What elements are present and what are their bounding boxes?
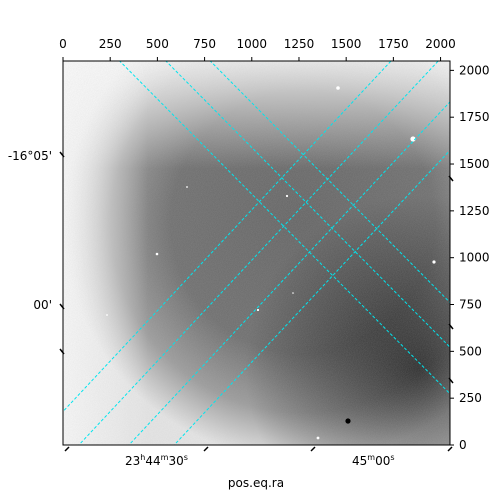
dec-tick	[59, 348, 65, 355]
top-tick-label: 1500	[331, 37, 362, 51]
ra-tick	[203, 446, 209, 452]
star	[292, 292, 294, 294]
top-tick-label: 250	[99, 37, 122, 51]
star	[106, 314, 108, 316]
star	[410, 136, 416, 142]
top-pixel-axis: 0 250 500 750 1000 1250 1500 1750 2000	[59, 37, 456, 61]
dec-tick	[59, 303, 65, 310]
dec-tick	[59, 151, 65, 158]
star	[336, 86, 340, 90]
star	[186, 186, 188, 188]
right-tick-label: 1500	[459, 157, 490, 171]
top-tick-label: 1750	[378, 37, 409, 51]
x-axis-label: pos.eq.ra	[228, 476, 284, 490]
star	[432, 260, 436, 264]
right-tick-label: 250	[459, 391, 482, 405]
plot-frame	[62, 60, 451, 446]
dec-label-1: -16°05'	[8, 149, 52, 163]
grid-line-ra	[128, 101, 450, 445]
top-tick-label: 0	[59, 37, 67, 51]
ra-tick	[310, 446, 316, 452]
top-tick-label: 1000	[237, 37, 268, 51]
right-tick-label: 2000	[459, 63, 490, 77]
right-pixel-axis: 0 250 500 750 1000 1250 1500 1750 2000	[450, 63, 490, 452]
right-tick-label: 1750	[459, 110, 490, 124]
grid-line-ra	[63, 61, 392, 413]
grid-line-ra	[78, 61, 439, 445]
grid-line-ra	[173, 149, 450, 445]
dec-label-2: 00'	[33, 298, 52, 312]
star	[256, 308, 260, 312]
ra-ticks	[64, 446, 453, 452]
right-tick-label: 1000	[459, 251, 490, 265]
dec-tick	[448, 175, 454, 182]
ra-tick	[447, 446, 453, 452]
star	[285, 194, 289, 198]
top-tick-label: 2000	[425, 37, 456, 51]
ra-label-1: 23h44m30s	[125, 453, 188, 468]
right-tick-label: 500	[459, 344, 482, 358]
stars	[106, 86, 436, 440]
ra-label-2: 45m00s	[352, 453, 395, 468]
star	[316, 436, 320, 440]
right-tick-label: 750	[459, 298, 482, 312]
dec-tick	[448, 377, 454, 384]
top-tick-label: 500	[146, 37, 169, 51]
dark-spot	[345, 418, 351, 424]
ra-tick	[64, 446, 70, 452]
right-tick-label: 1250	[459, 204, 490, 218]
sky-image	[63, 61, 450, 445]
star	[155, 252, 159, 256]
top-tick-label: 1250	[284, 37, 315, 51]
right-tick-label: 0	[459, 438, 467, 452]
dec-ticks	[59, 151, 454, 384]
top-tick-label: 750	[193, 37, 216, 51]
dec-tick	[448, 323, 454, 330]
coordinate-grid	[63, 61, 450, 445]
